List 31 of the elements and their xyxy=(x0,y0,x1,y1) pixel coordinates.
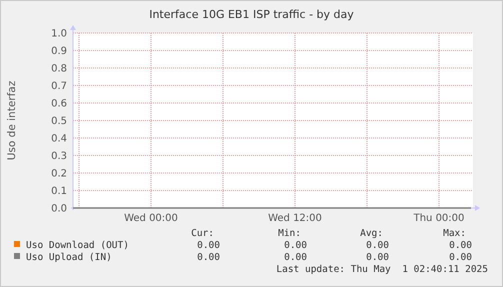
text: Cur: xyxy=(191,228,214,239)
text: 0.00 xyxy=(366,252,390,263)
text: 0.00 xyxy=(284,240,308,251)
y-tick-label: 0.3 xyxy=(51,151,67,162)
y-tick-label: 1.0 xyxy=(51,28,67,40)
text: Max: xyxy=(443,228,466,239)
x-tick-label: Wed 12:00 xyxy=(268,213,322,224)
y-axis-title: Uso de interfaz xyxy=(6,80,18,160)
chart-title: Interface 10G EB1 ISP traffic - by day xyxy=(149,8,354,21)
x-tick-label: Wed 00:00 xyxy=(124,213,178,224)
text: 0.00 xyxy=(284,252,308,263)
text: 0.00 xyxy=(449,240,472,251)
y-tick-label: 0.7 xyxy=(51,81,67,92)
y-tick-label: 0.0 xyxy=(51,204,67,214)
y-tick-label: 0.4 xyxy=(51,134,67,144)
y-tick-label: 0.5 xyxy=(51,116,67,127)
y-tick-label: 0.6 xyxy=(51,98,67,110)
legend-label: Uso Download (OUT) xyxy=(26,240,129,251)
y-tick-label: 0.8 xyxy=(51,64,67,74)
text: 0.00 xyxy=(449,252,472,263)
text: Min: xyxy=(278,228,301,239)
legend-label: Uso Upload (IN) xyxy=(26,252,112,263)
text: 0.00 xyxy=(366,240,390,251)
x-tick-label: Thu 00:00 xyxy=(412,213,464,224)
text: Last update: Thu May 1 02:40:11 2025 xyxy=(276,264,488,275)
text: 0.00 xyxy=(197,240,220,251)
text: 0.00 xyxy=(197,252,220,263)
y-tick-label: 0.9 xyxy=(51,46,67,57)
text: Avg: xyxy=(360,228,383,239)
y-tick-label: 0.2 xyxy=(51,168,67,180)
y-tick-label: 0.1 xyxy=(51,186,67,197)
